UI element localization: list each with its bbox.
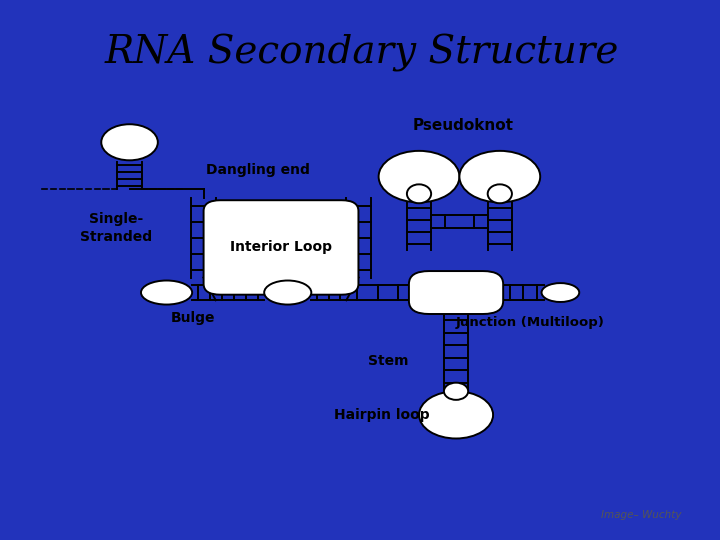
- Text: Single-
Stranded: Single- Stranded: [80, 212, 152, 244]
- Circle shape: [459, 151, 540, 202]
- Ellipse shape: [487, 184, 512, 203]
- Ellipse shape: [264, 280, 311, 305]
- Ellipse shape: [141, 280, 192, 305]
- Text: Pseudoknot: Pseudoknot: [413, 118, 513, 133]
- Circle shape: [379, 151, 459, 202]
- FancyBboxPatch shape: [204, 200, 359, 295]
- Text: Bulge: Bulge: [171, 311, 216, 325]
- Text: Interior Loop: Interior Loop: [230, 240, 332, 254]
- Ellipse shape: [407, 184, 431, 203]
- Text: Stem: Stem: [369, 354, 409, 368]
- Text: Image– Wuchty: Image– Wuchty: [601, 510, 682, 520]
- Circle shape: [419, 392, 493, 438]
- FancyBboxPatch shape: [409, 271, 503, 314]
- Ellipse shape: [541, 283, 580, 302]
- Ellipse shape: [444, 383, 468, 400]
- Text: RNA Secondary Structure: RNA Secondary Structure: [104, 33, 619, 72]
- Text: Hairpin loop: Hairpin loop: [334, 408, 430, 422]
- Text: Junction (Multiloop): Junction (Multiloop): [456, 316, 605, 329]
- Circle shape: [102, 124, 158, 160]
- Text: Dangling end: Dangling end: [205, 163, 310, 177]
